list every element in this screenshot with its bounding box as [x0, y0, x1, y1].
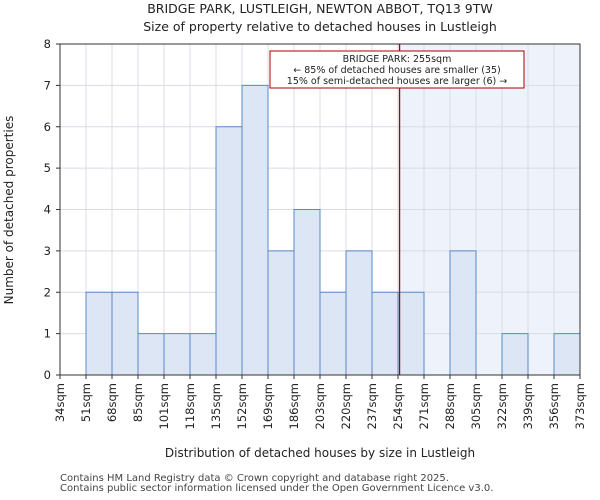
y-tick-label: 8	[44, 37, 51, 51]
y-tick-label: 4	[44, 203, 51, 217]
x-tick-label: 203sqm	[313, 383, 327, 429]
histogram-bar	[163, 333, 191, 376]
x-tick-label: 34sqm	[53, 383, 67, 422]
histogram-bar	[397, 291, 425, 376]
histogram-bar	[137, 333, 165, 376]
y-tick-label: 5	[44, 161, 51, 175]
footer-line-2: Contains public sector information licen…	[60, 483, 494, 494]
x-tick-label: 220sqm	[339, 383, 353, 429]
histogram-bar	[501, 333, 529, 376]
x-tick-label: 254sqm	[391, 383, 405, 429]
x-tick-label: 152sqm	[235, 383, 249, 429]
y-tick-label: 1	[44, 327, 51, 341]
annotation-line-3: 15% of semi-detached houses are larger (…	[287, 76, 507, 87]
x-tick-label: 135sqm	[209, 383, 223, 429]
x-tick-label: 51sqm	[79, 383, 93, 422]
x-tick-label: 288sqm	[443, 383, 457, 429]
y-tick-label: 2	[44, 285, 51, 299]
footer-line-1: Contains HM Land Registry data © Crown c…	[60, 473, 449, 484]
x-tick-label: 237sqm	[365, 383, 379, 429]
annotation-line-1: BRIDGE PARK: 255sqm	[343, 54, 452, 65]
x-tick-label: 118sqm	[183, 383, 197, 429]
histogram-bar	[241, 84, 269, 376]
histogram-bar	[449, 250, 477, 376]
x-tick-label: 373sqm	[573, 383, 587, 429]
annotation-line-2: ← 85% of detached houses are smaller (35…	[293, 65, 500, 76]
histogram-bar	[371, 291, 399, 376]
histogram-bar	[267, 250, 295, 376]
histogram-bar	[215, 126, 243, 376]
histogram-bar	[553, 333, 581, 376]
plot-area: 0 1 2 3 4 5 6 7 8 34sqm 51sqm 68sqm 85sqm 101sqm 118sq…	[44, 37, 587, 429]
histogram-bar	[293, 209, 321, 376]
histogram-bar	[111, 291, 139, 376]
histogram-bar	[319, 291, 347, 376]
histogram-bar	[189, 333, 217, 376]
x-tick-label: 68sqm	[105, 383, 119, 422]
x-tick-label: 85sqm	[131, 383, 145, 422]
y-tick-label: 3	[44, 244, 51, 258]
x-tick-label: 271sqm	[417, 383, 431, 429]
annotation-box	[269, 50, 525, 89]
x-tick-label: 186sqm	[287, 383, 301, 429]
x-tick-label: 101sqm	[157, 383, 171, 429]
x-tick-label: 169sqm	[261, 383, 275, 429]
y-tick-label: 0	[44, 368, 51, 382]
x-tick-label: 339sqm	[521, 383, 535, 429]
x-tick-label: 305sqm	[469, 383, 483, 429]
x-tick-label: 322sqm	[495, 383, 509, 429]
chart-title: BRIDGE PARK, LUSTLEIGH, NEWTON ABBOT, TQ…	[147, 1, 493, 16]
y-tick-label: 7	[44, 78, 51, 92]
histogram-bar	[345, 250, 373, 376]
x-axis-label: Distribution of detached houses by size …	[165, 446, 475, 460]
chart-subtitle: Size of property relative to detached ho…	[143, 19, 497, 34]
y-axis-label: Number of detached properties	[2, 116, 16, 305]
x-tick-label: 356sqm	[547, 383, 561, 429]
y-tick-label: 6	[44, 120, 51, 134]
histogram-bar	[85, 291, 113, 376]
